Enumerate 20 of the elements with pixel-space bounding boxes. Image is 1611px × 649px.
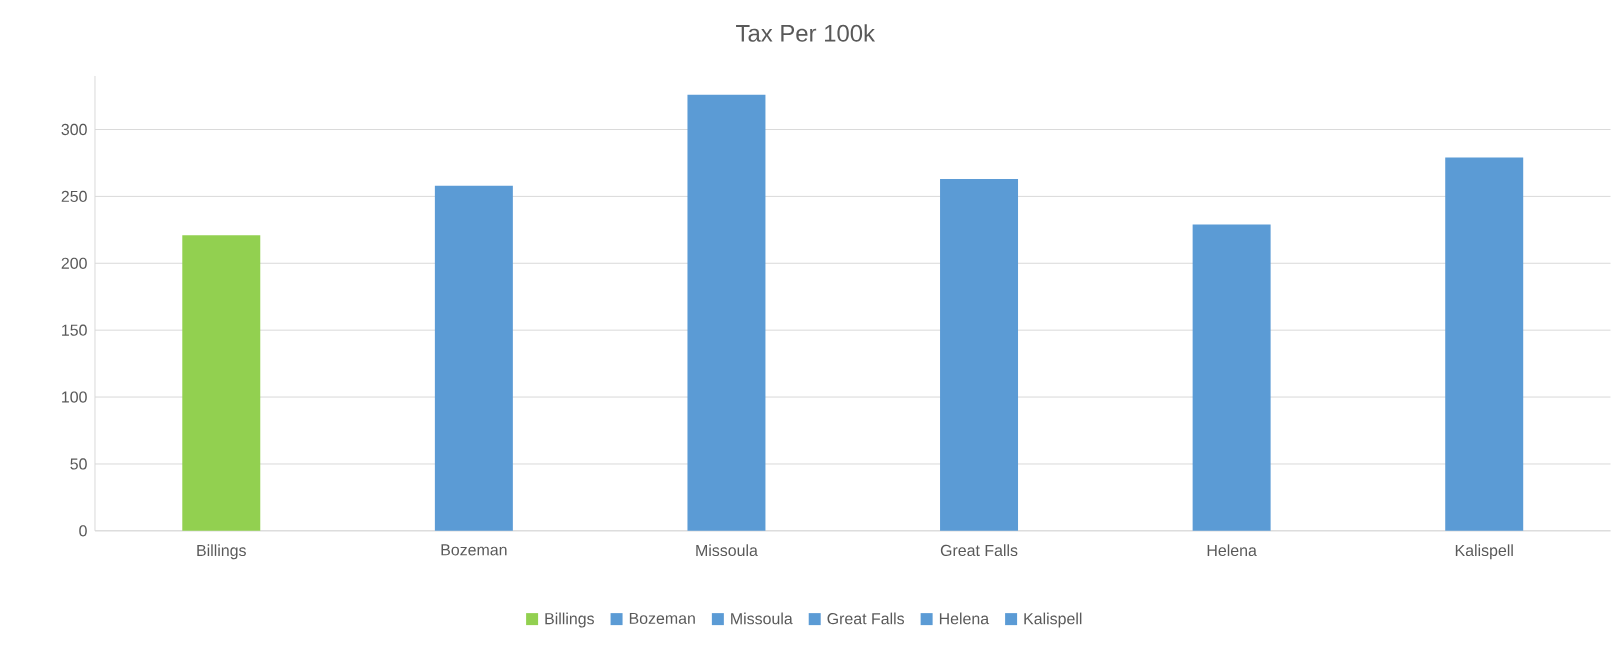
x-tick-label: Kalispell <box>1455 544 1513 560</box>
legend-label: Billings <box>545 612 594 628</box>
legend-label: Great Falls <box>827 612 905 625</box>
y-tick-label: 300 <box>61 123 87 136</box>
x-tick-label: Helena <box>1207 544 1257 557</box>
x-tick-label: Billings <box>197 544 246 560</box>
chart-title: Tax Per 100k <box>736 24 876 42</box>
y-tick-label: 250 <box>61 190 87 203</box>
y-tick-label: 50 <box>70 458 87 470</box>
y-tick-label: 150 <box>62 324 87 336</box>
y-tick-label: 0 <box>79 525 87 537</box>
x-tick-label: Missoula <box>696 544 758 557</box>
legend-label: Helena <box>939 612 990 625</box>
legend-label: Kalispell <box>1024 612 1082 628</box>
legend-label: Bozeman <box>629 612 695 625</box>
x-tick-label: Bozeman <box>441 544 507 556</box>
y-tick-label: 100 <box>62 391 87 403</box>
x-tick-label: Great Falls <box>940 544 1018 557</box>
legend-label: Missoula <box>731 612 793 625</box>
y-tick-label: 200 <box>61 257 87 270</box>
